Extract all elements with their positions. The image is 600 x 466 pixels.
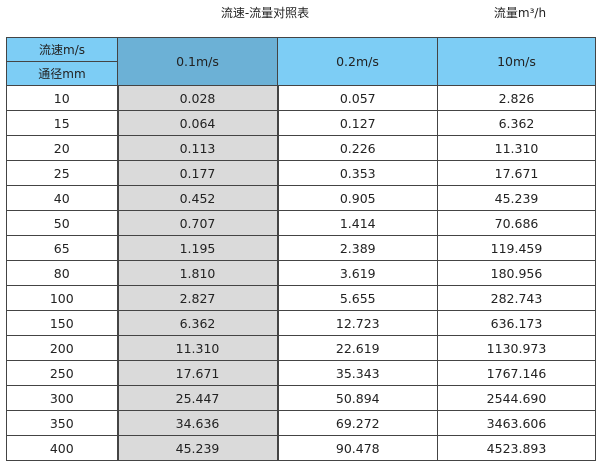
flow-cell: 0.452 [116,185,279,211]
column-header-0.1: 0.1m/s [117,37,278,86]
table-row: 25 0.177 0.353 17.671 [6,160,596,186]
flow-cell: 0.177 [116,160,279,186]
flow-cell: 1767.146 [437,360,596,386]
flow-cell: 0.057 [277,85,438,111]
diameter-cell: 350 [6,410,118,436]
flow-cell: 2.827 [116,285,279,311]
flow-cell: 69.272 [277,410,438,436]
diameter-cell: 65 [6,235,118,261]
unit-label: 流量m³/h [493,6,547,20]
flow-cell: 45.239 [437,185,596,211]
diameter-cell: 20 [6,135,118,161]
flow-cell: 0.028 [116,85,279,111]
table-row: 400 45.239 90.478 4523.893 [6,435,596,461]
flow-cell: 22.619 [277,335,438,361]
diameter-cell: 10 [6,85,118,111]
flow-cell: 1130.973 [437,335,596,361]
table-row: 250 17.671 35.343 1767.146 [6,360,596,386]
diameter-cell: 40 [6,185,118,211]
flow-cell: 0.707 [116,210,279,236]
table-row: 10 0.028 0.057 2.826 [6,85,596,111]
flow-cell: 1.810 [116,260,279,286]
diameter-cell: 50 [6,210,118,236]
flow-cell: 0.113 [116,135,279,161]
flow-cell: 6.362 [116,310,279,336]
table-title: 流速-流量对照表 [220,6,310,20]
flow-cell: 34.636 [116,410,279,436]
flow-cell: 17.671 [116,360,279,386]
diameter-cell: 300 [6,385,118,411]
flow-cell: 3.619 [277,260,438,286]
table-row: 200 11.310 22.619 1130.973 [6,335,596,361]
flow-cell: 17.671 [437,160,596,186]
diameter-cell: 80 [6,260,118,286]
table-row: 300 25.447 50.894 2544.690 [6,385,596,411]
diameter-cell: 25 [6,160,118,186]
flow-cell: 1.195 [116,235,279,261]
flow-cell: 90.478 [277,435,438,461]
flow-cell: 1.414 [277,210,438,236]
table-row: 65 1.195 2.389 119.459 [6,235,596,261]
flow-cell: 282.743 [437,285,596,311]
flow-cell: 11.310 [437,135,596,161]
table-row: 150 6.362 12.723 636.173 [6,310,596,336]
table-row: 50 0.707 1.414 70.686 [6,210,596,236]
diameter-header: 通径mm [6,61,118,86]
diameter-cell: 200 [6,335,118,361]
table-row: 350 34.636 69.272 3463.606 [6,410,596,436]
flow-cell: 35.343 [277,360,438,386]
table-row: 15 0.064 0.127 6.362 [6,110,596,136]
table-row: 80 1.810 3.619 180.956 [6,260,596,286]
header-row: 流速m/s 0.1m/s 0.2m/s 10m/s [6,37,596,86]
flow-cell: 180.956 [437,260,596,286]
flow-cell: 0.905 [277,185,438,211]
diameter-cell: 250 [6,360,118,386]
flow-cell: 0.353 [277,160,438,186]
diameter-cell: 150 [6,310,118,336]
diameter-cell: 100 [6,285,118,311]
flow-cell: 2.389 [277,235,438,261]
flow-cell: 0.226 [277,135,438,161]
flow-cell: 70.686 [437,210,596,236]
flow-cell: 636.173 [437,310,596,336]
velocity-flow-table: 流速m/s 0.1m/s 0.2m/s 10m/s 通径mm 10 0.028 0.… [6,37,596,461]
flow-cell: 0.127 [277,110,438,136]
flow-cell: 25.447 [116,385,279,411]
flow-cell: 6.362 [437,110,596,136]
table-row: 20 0.113 0.226 11.310 [6,135,596,161]
header-row-2: 通径mm [6,61,596,86]
flow-cell: 2.826 [437,85,596,111]
table-row: 40 0.452 0.905 45.239 [6,185,596,211]
velocity-header: 流速m/s [6,37,118,62]
table-row: 100 2.827 5.655 282.743 [6,285,596,311]
flow-cell: 0.064 [116,110,279,136]
flow-cell: 11.310 [116,335,279,361]
flow-cell: 50.894 [277,385,438,411]
column-header-10: 10m/s [437,37,596,86]
flow-cell: 2544.690 [437,385,596,411]
flow-cell: 12.723 [277,310,438,336]
flow-cell: 119.459 [437,235,596,261]
flow-cell: 3463.606 [437,410,596,436]
diameter-cell: 400 [6,435,118,461]
flow-cell: 4523.893 [437,435,596,461]
column-header-0.2: 0.2m/s [277,37,438,86]
diameter-cell: 15 [6,110,118,136]
flow-cell: 5.655 [277,285,438,311]
flow-cell: 45.239 [116,435,279,461]
